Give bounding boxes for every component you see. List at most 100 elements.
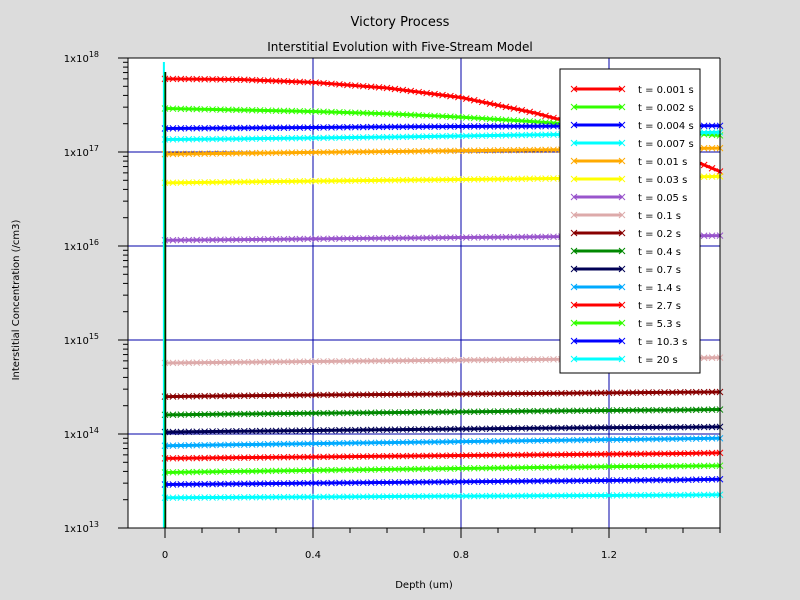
series-marker [359, 82, 367, 90]
series-marker [383, 426, 391, 434]
series-marker [439, 356, 446, 364]
series-marker [470, 96, 478, 104]
series-marker [256, 467, 264, 475]
series-marker [526, 492, 534, 500]
series-marker [494, 425, 502, 433]
legend-marker [618, 139, 626, 147]
series-marker [613, 450, 621, 458]
series-marker [185, 454, 193, 462]
series-marker [494, 356, 502, 364]
series-marker [217, 410, 224, 418]
series-marker [256, 135, 264, 142]
series-marker [550, 463, 557, 471]
series-marker [312, 427, 319, 434]
legend-marker [570, 193, 578, 201]
series-marker [518, 425, 526, 432]
series-marker [359, 177, 367, 184]
legend-marker [618, 337, 626, 345]
series-marker [423, 452, 430, 460]
series-marker [462, 234, 470, 241]
series-marker [169, 359, 177, 367]
series-marker [209, 494, 216, 501]
series-line [164, 408, 721, 417]
series-marker [431, 147, 438, 155]
series-marker [272, 453, 280, 461]
series-marker [423, 478, 430, 486]
series-marker [700, 129, 708, 136]
series-marker [447, 176, 454, 183]
series-marker [518, 477, 526, 485]
series-marker [700, 435, 708, 442]
legend-marker [570, 157, 578, 165]
series-marker [558, 463, 565, 471]
series-marker [304, 493, 312, 501]
series-marker [486, 115, 494, 123]
series-marker [280, 427, 288, 435]
series-marker [256, 454, 264, 461]
series-marker [534, 477, 541, 485]
series-marker [193, 392, 201, 400]
series-marker [280, 134, 288, 142]
series-marker [581, 451, 589, 458]
series-marker [653, 389, 660, 396]
series-marker [700, 449, 708, 457]
legend-marker [618, 355, 626, 363]
series-marker [209, 428, 216, 435]
series-marker [431, 234, 438, 242]
series-marker [534, 356, 541, 363]
series-marker [185, 442, 193, 449]
series-marker [470, 492, 478, 500]
legend-marker [618, 193, 626, 201]
series-marker [344, 479, 351, 487]
series-markers [161, 491, 724, 502]
series-marker [336, 426, 343, 434]
series-marker [233, 454, 240, 462]
legend-label: t = 0.7 s [638, 265, 681, 276]
series-marker [486, 437, 494, 445]
series-marker [645, 424, 652, 431]
series-marker [558, 407, 565, 415]
series-marker [367, 391, 375, 398]
series-marker [550, 407, 557, 415]
series-marker [518, 233, 526, 241]
series-marker [367, 148, 375, 156]
y-tick-label: 1x1015 [64, 332, 99, 347]
series-marker [193, 105, 201, 113]
series-marker [589, 407, 597, 414]
series-marker [169, 105, 177, 113]
series-marker [431, 408, 438, 416]
series-marker [233, 124, 240, 132]
series-marker [233, 178, 240, 186]
series-marker [629, 491, 637, 499]
series-marker [177, 442, 185, 449]
series-marker [462, 452, 470, 459]
series-marker [351, 409, 359, 417]
series-marker [344, 391, 351, 399]
series-marker [280, 107, 288, 115]
series-marker [407, 438, 415, 446]
series-marker [573, 436, 581, 444]
series-marker [383, 234, 391, 242]
series-marker [613, 492, 621, 499]
series-marker [272, 467, 280, 475]
series-marker [661, 389, 668, 396]
series-marker [645, 406, 652, 414]
legend-marker [618, 103, 626, 111]
series-marker [375, 84, 383, 91]
series-marker [581, 424, 589, 432]
series-marker [518, 106, 526, 114]
series-marker [312, 358, 319, 365]
series-marker [613, 463, 621, 470]
series-marker [209, 150, 216, 157]
series-marker [248, 124, 256, 132]
series-marker [597, 477, 605, 484]
series-marker [700, 144, 708, 152]
series-marker [351, 109, 359, 117]
series-marker [351, 82, 359, 89]
series-marker [201, 454, 208, 462]
series-marker [486, 100, 494, 107]
series-marker [684, 450, 692, 457]
series-marker [415, 452, 423, 460]
series-marker [455, 113, 462, 121]
series-marker [447, 147, 454, 155]
